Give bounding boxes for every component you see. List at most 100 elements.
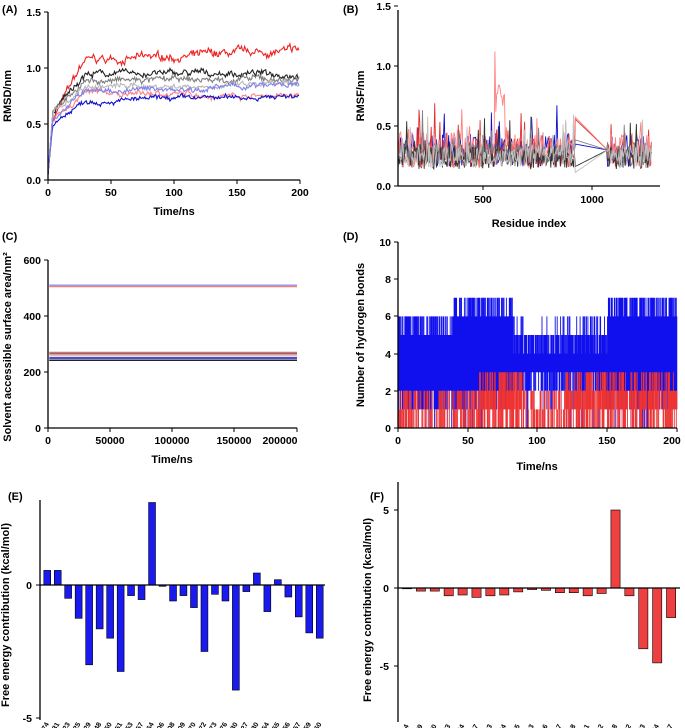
panel-b-xtick: 1000 [580, 194, 604, 206]
panel-c-ytick: 200 [23, 367, 41, 379]
energy-e-bar [190, 584, 198, 608]
energy-f-bar [554, 587, 565, 593]
energy-e-bar [106, 584, 114, 639]
panel-f-ytick: -5 [380, 661, 389, 673]
panel-c-xlabel: Time/ns [151, 454, 192, 466]
panel-d-ytick: 10 [379, 237, 391, 249]
panel-a-series [47, 41, 300, 175]
panel-b-xlabel: Residue index [492, 218, 567, 230]
energy-e-bar [253, 572, 261, 586]
rmsd-line-salmon [47, 86, 300, 175]
panel-c-label: (C) [2, 231, 18, 243]
panel-c-ytick: 600 [23, 255, 41, 267]
panel-d-xtick: 100 [528, 435, 546, 447]
panel-d-y-ticks: 0 2 4 6 8 10 [379, 237, 398, 435]
energy-e-bar [284, 584, 293, 598]
rmsd-line-light-gray [47, 78, 300, 175]
energy-e-bar [43, 570, 51, 586]
panel-f-ytick: 0 [383, 583, 389, 595]
panel-b-ytick: 1.0 [376, 61, 391, 73]
energy-e-bar [137, 584, 146, 600]
panel-c-ytick: 0 [35, 423, 41, 435]
energy-e-bar [242, 584, 251, 592]
panel-e-category-label: ILE409 [170, 721, 187, 728]
panel-c: (C) 0 50000 100000 150000 200000 0 200 4… [2, 231, 298, 466]
panel-a-ytick: 1.0 [26, 63, 41, 75]
rmsd-line-gray [47, 73, 300, 175]
panel-d-xtick: 0 [395, 435, 401, 447]
energy-e-bar [116, 584, 125, 672]
panel-d-x-ticks: 0 50 100 150 200 [395, 428, 681, 447]
energy-f-bar [499, 587, 510, 596]
panel-b-ylabel: RMSF/nm [355, 70, 367, 121]
panel-c-xtick: 0 [45, 435, 51, 447]
panel-e-ytick: -5 [23, 713, 32, 725]
panel-a-x-ticks: 0 50 100 150 200 [45, 180, 309, 199]
energy-e-bar [211, 584, 219, 595]
panel-d-xtick: 200 [663, 435, 681, 447]
panel-e-bars: GLU174GLU181GLN223ALA225LEU229ARG348PRO3… [32, 502, 324, 728]
panel-a-ytick: 0.0 [26, 175, 41, 187]
energy-e-bar [53, 570, 62, 586]
panel-a: (A) 0 50 100 150 200 0.0 0.5 1.0 1.5 Tim… [2, 4, 309, 218]
panel-d-xtick: 150 [598, 435, 616, 447]
panel-d-label: (D) [343, 231, 359, 243]
panel-d-ytick: 8 [385, 274, 391, 286]
panel-d-ytick: 0 [385, 423, 391, 435]
panel-e-y-ticks: 0 -5 [23, 580, 40, 725]
energy-f-bar [652, 587, 663, 664]
energy-e-bar [85, 584, 93, 666]
panel-b-ytick: 0.0 [376, 181, 391, 193]
panel-c-xtick: 150000 [216, 435, 251, 447]
panel-e-label: (E) [8, 491, 23, 503]
panel-a-ytick: 1.5 [26, 7, 41, 19]
panel-a-y-ticks: 0.0 0.5 1.0 1.5 [26, 7, 48, 187]
energy-f-bar [568, 587, 579, 593]
energy-f-bar [471, 587, 482, 598]
panel-d-ytick: 6 [385, 311, 391, 323]
energy-e-bar [274, 579, 282, 586]
panel-a-xtick: 100 [165, 187, 183, 199]
panel-c-xtick: 200000 [262, 435, 297, 447]
rmsd-line-light-blue [47, 80, 300, 175]
panel-d-series [397, 297, 678, 428]
panel-c-ytick: 400 [23, 311, 41, 323]
panel-b-ytick: 0.5 [376, 121, 391, 133]
rmsd-line-black [47, 66, 299, 175]
panel-d-ylabel: Number of hydrogen bonds [355, 263, 367, 407]
panel-a-xlabel: Time/ns [153, 206, 194, 218]
energy-e-bar [95, 584, 104, 630]
panel-c-series [47, 274, 297, 428]
energy-f-bar [443, 587, 454, 597]
panel-e-category-label: GLU174 [32, 721, 51, 728]
energy-e-bar [232, 584, 240, 691]
energy-e-bar [294, 584, 303, 618]
panel-a-ytick: 0.5 [26, 119, 41, 131]
panel-d-xtick: 50 [462, 435, 474, 447]
panel-a-xtick: 50 [105, 187, 117, 199]
energy-f-bar [596, 587, 607, 594]
panel-f-label: (F) [370, 491, 384, 503]
panel-c-xtick: 100000 [154, 435, 189, 447]
energy-e-bar [148, 502, 156, 586]
rmsf-line-black [397, 118, 652, 171]
panel-c-ylabel: Solvent accessible surface area/nm² [2, 252, 14, 442]
panel-f-ylabel: Free energy contribution (kcal/mol) [362, 518, 374, 702]
energy-e-bar [263, 584, 272, 612]
panel-b-ytick: 1.5 [376, 1, 391, 13]
panel-f-bars: SER1004VAL1029SER120ILE123LYS124LYS127LY… [390, 509, 676, 728]
energy-f-bar [485, 587, 496, 597]
panel-b-x-ticks: 500 1000 [474, 186, 604, 206]
panel-e-ytick: 0 [26, 580, 32, 592]
panel-b: (B) 500 1000 0.0 0.5 1.0 1.5 Residue ind… [343, 1, 660, 230]
panel-e-ylabel: Free energy contribution (kcal/mol) [0, 523, 12, 707]
energy-e-bar [64, 584, 72, 599]
panel-d-ytick: 2 [385, 386, 391, 398]
panel-a-xtick: 0 [45, 187, 51, 199]
panel-a-label: (A) [2, 4, 18, 16]
energy-e-bar [315, 584, 324, 639]
panel-d-xlabel: Time/ns [516, 461, 557, 473]
rmsf-line-light-gray [397, 114, 652, 174]
panel-f-ytick: 5 [383, 505, 389, 517]
panel-c-xtick: 50000 [95, 435, 124, 447]
